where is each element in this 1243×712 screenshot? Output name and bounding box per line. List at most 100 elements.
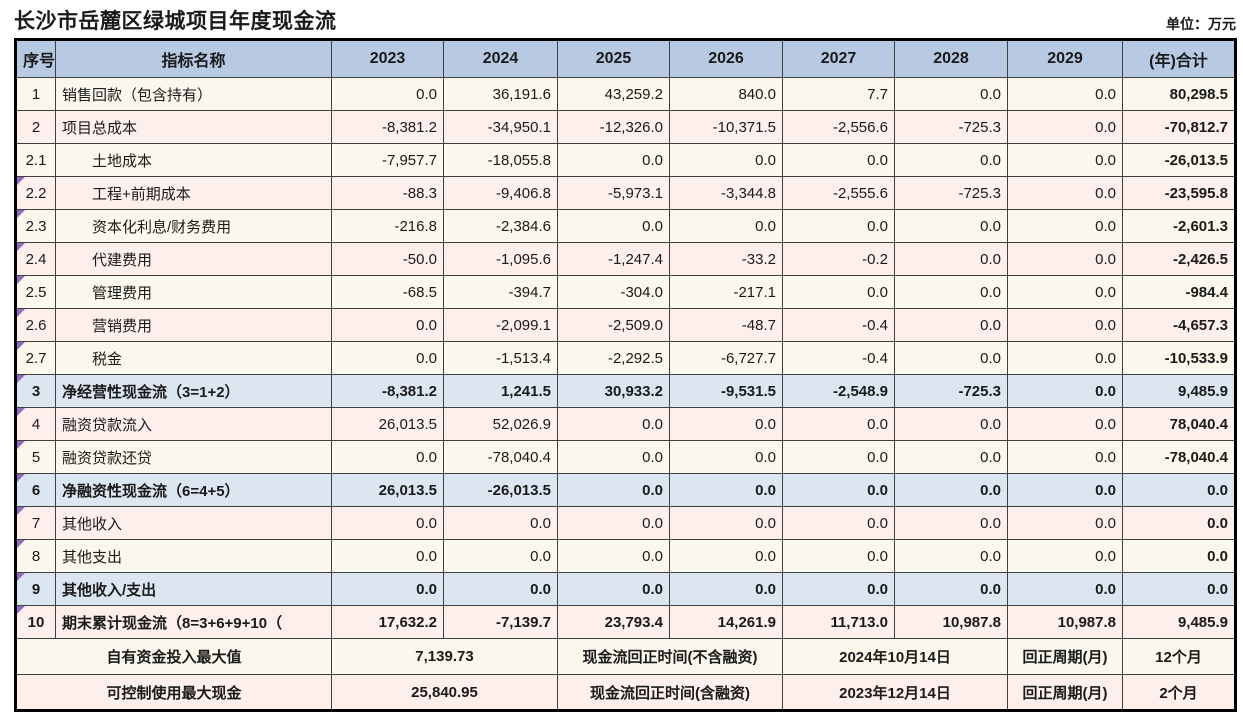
indicator-name-cell[interactable]: 项目总成本 (55, 110, 332, 144)
year-value-cell[interactable]: 0.0 (894, 572, 1008, 606)
indicator-name-cell[interactable]: 净融资性现金流（6=4+5） (55, 473, 332, 507)
year-value-cell[interactable]: 0.0 (443, 572, 558, 606)
year-value-cell[interactable]: 1,241.5 (443, 374, 558, 408)
column-header-0[interactable]: 序号 (15, 39, 56, 78)
column-header-9[interactable]: (年)合计 (1122, 39, 1236, 78)
year-value-cell[interactable]: 10,987.8 (894, 605, 1008, 639)
year-value-cell[interactable]: 0.0 (1007, 539, 1123, 573)
year-value-cell[interactable]: -2,555.6 (782, 176, 895, 210)
year-value-cell[interactable]: -88.3 (331, 176, 444, 210)
total-cell[interactable]: 9,485.9 (1122, 605, 1236, 639)
year-value-cell[interactable]: 0.0 (669, 209, 783, 243)
year-value-cell[interactable]: -216.8 (331, 209, 444, 243)
year-value-cell[interactable]: 0.0 (669, 572, 783, 606)
year-value-cell[interactable]: 0.0 (894, 539, 1008, 573)
row-number-cell[interactable]: 7 (15, 506, 56, 540)
year-value-cell[interactable]: 0.0 (782, 506, 895, 540)
year-value-cell[interactable]: 0.0 (894, 308, 1008, 342)
indicator-name-cell[interactable]: 工程+前期成本 (55, 176, 332, 210)
row-number-cell[interactable]: 2.4 (15, 242, 56, 276)
year-value-cell[interactable]: -8,381.2 (331, 110, 444, 144)
year-value-cell[interactable]: 0.0 (782, 407, 895, 441)
column-header-7[interactable]: 2028 (894, 39, 1008, 78)
year-value-cell[interactable]: 0.0 (782, 440, 895, 474)
year-value-cell[interactable]: 43,259.2 (557, 77, 670, 111)
year-value-cell[interactable]: 17,632.2 (331, 605, 444, 639)
year-value-cell[interactable]: 0.0 (1007, 473, 1123, 507)
year-value-cell[interactable]: -2,556.6 (782, 110, 895, 144)
row-number-cell[interactable]: 10 (15, 605, 56, 639)
row-number-cell[interactable]: 8 (15, 539, 56, 573)
year-value-cell[interactable]: 840.0 (669, 77, 783, 111)
footer-cell[interactable]: 自有资金投入最大值 (15, 638, 332, 675)
column-header-3[interactable]: 2024 (443, 39, 558, 78)
row-number-cell[interactable]: 3 (15, 374, 56, 408)
year-value-cell[interactable]: 0.0 (669, 407, 783, 441)
column-header-1[interactable]: 指标名称 (55, 39, 332, 78)
row-number-cell[interactable]: 2.3 (15, 209, 56, 243)
year-value-cell[interactable]: -2,099.1 (443, 308, 558, 342)
year-value-cell[interactable]: 0.0 (782, 209, 895, 243)
year-value-cell[interactable]: -78,040.4 (443, 440, 558, 474)
year-value-cell[interactable]: 0.0 (1007, 341, 1123, 375)
year-value-cell[interactable]: -0.4 (782, 308, 895, 342)
year-value-cell[interactable]: 0.0 (1007, 572, 1123, 606)
row-number-cell[interactable]: 4 (15, 407, 56, 441)
year-value-cell[interactable]: 0.0 (894, 143, 1008, 177)
year-value-cell[interactable]: -10,371.5 (669, 110, 783, 144)
year-value-cell[interactable]: -18,055.8 (443, 143, 558, 177)
indicator-name-cell[interactable]: 融资贷款流入 (55, 407, 332, 441)
year-value-cell[interactable]: 0.0 (557, 539, 670, 573)
total-cell[interactable]: -10,533.9 (1122, 341, 1236, 375)
year-value-cell[interactable]: 0.0 (557, 473, 670, 507)
year-value-cell[interactable]: 0.0 (894, 473, 1008, 507)
footer-cell[interactable]: 12个月 (1122, 638, 1236, 675)
year-value-cell[interactable]: -2,292.5 (557, 341, 670, 375)
year-value-cell[interactable]: 0.0 (894, 506, 1008, 540)
year-value-cell[interactable]: -9,531.5 (669, 374, 783, 408)
year-value-cell[interactable]: 0.0 (1007, 440, 1123, 474)
year-value-cell[interactable]: 0.0 (894, 209, 1008, 243)
year-value-cell[interactable]: 11,713.0 (782, 605, 895, 639)
year-value-cell[interactable]: 0.0 (894, 440, 1008, 474)
indicator-name-cell[interactable]: 其他收入 (55, 506, 332, 540)
row-number-cell[interactable]: 2.6 (15, 308, 56, 342)
footer-cell[interactable]: 2024年10月14日 (782, 638, 1008, 675)
total-cell[interactable]: -26,013.5 (1122, 143, 1236, 177)
year-value-cell[interactable]: 0.0 (557, 506, 670, 540)
year-value-cell[interactable]: 0.0 (1007, 176, 1123, 210)
year-value-cell[interactable]: 23,793.4 (557, 605, 670, 639)
year-value-cell[interactable]: -217.1 (669, 275, 783, 309)
column-header-5[interactable]: 2026 (669, 39, 783, 78)
total-cell[interactable]: -984.4 (1122, 275, 1236, 309)
indicator-name-cell[interactable]: 融资贷款还贷 (55, 440, 332, 474)
year-value-cell[interactable]: -5,973.1 (557, 176, 670, 210)
footer-cell[interactable]: 可控制使用最大现金 (15, 674, 332, 711)
total-cell[interactable]: -23,595.8 (1122, 176, 1236, 210)
year-value-cell[interactable]: -2,509.0 (557, 308, 670, 342)
year-value-cell[interactable]: 0.0 (557, 143, 670, 177)
row-number-cell[interactable]: 5 (15, 440, 56, 474)
year-value-cell[interactable]: -48.7 (669, 308, 783, 342)
year-value-cell[interactable]: 0.0 (1007, 110, 1123, 144)
total-cell[interactable]: 0.0 (1122, 473, 1236, 507)
year-value-cell[interactable]: 14,261.9 (669, 605, 783, 639)
row-number-cell[interactable]: 2.1 (15, 143, 56, 177)
year-value-cell[interactable]: -1,095.6 (443, 242, 558, 276)
year-value-cell[interactable]: 26,013.5 (331, 407, 444, 441)
total-cell[interactable]: -2,426.5 (1122, 242, 1236, 276)
footer-cell[interactable]: 2023年12月14日 (782, 674, 1008, 711)
year-value-cell[interactable]: 0.0 (894, 341, 1008, 375)
year-value-cell[interactable]: 0.0 (557, 572, 670, 606)
year-value-cell[interactable]: 0.0 (1007, 374, 1123, 408)
indicator-name-cell[interactable]: 其他支出 (55, 539, 332, 573)
total-cell[interactable]: 0.0 (1122, 539, 1236, 573)
year-value-cell[interactable]: -725.3 (894, 176, 1008, 210)
row-number-cell[interactable]: 9 (15, 572, 56, 606)
year-value-cell[interactable]: -33.2 (669, 242, 783, 276)
footer-cell[interactable]: 2个月 (1122, 674, 1236, 711)
total-cell[interactable]: -4,657.3 (1122, 308, 1236, 342)
indicator-name-cell[interactable]: 期末累计现金流（8=3+6+9+10（ (55, 605, 332, 639)
row-number-cell[interactable]: 2.5 (15, 275, 56, 309)
year-value-cell[interactable]: 0.0 (669, 440, 783, 474)
